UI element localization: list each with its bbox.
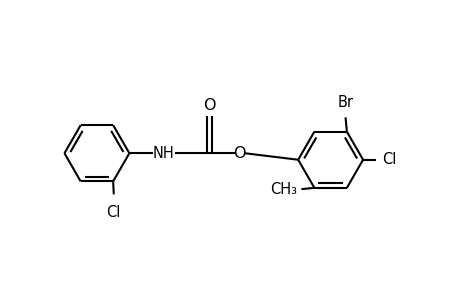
- Text: O: O: [202, 98, 215, 113]
- Text: NH: NH: [152, 146, 174, 161]
- Text: Cl: Cl: [381, 152, 395, 167]
- Text: O: O: [233, 146, 246, 161]
- Text: CH₃: CH₃: [270, 182, 297, 196]
- Text: Br: Br: [337, 95, 353, 110]
- Text: Cl: Cl: [106, 205, 121, 220]
